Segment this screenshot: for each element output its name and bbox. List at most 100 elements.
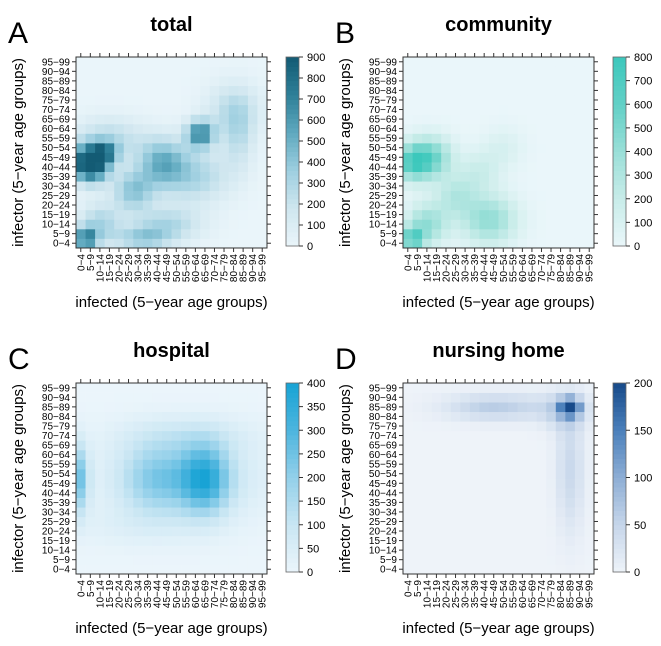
colorbar-step xyxy=(286,501,299,507)
colorbar-step xyxy=(286,406,299,412)
heatmap-cell xyxy=(200,421,211,432)
heatmap-cell xyxy=(171,104,182,115)
heatmap-cell xyxy=(479,545,490,556)
heatmap-cell xyxy=(431,219,442,230)
colorbar-step xyxy=(286,108,299,115)
heatmap-cell xyxy=(85,430,96,441)
heatmap-cell xyxy=(181,162,191,172)
colorbar-step xyxy=(286,463,299,469)
heatmap-cell xyxy=(488,200,499,211)
heatmap-cell xyxy=(498,181,509,192)
colorbar-tick-label: 0 xyxy=(634,567,640,579)
heatmap-cell xyxy=(508,76,518,87)
colorbar-step xyxy=(286,132,299,138)
heatmap-cell xyxy=(460,430,471,441)
heatmap-cell xyxy=(142,554,153,565)
heatmap-cell xyxy=(584,526,595,537)
heatmap-cell xyxy=(555,219,566,230)
heatmap-cell xyxy=(190,85,201,96)
heatmap-cell xyxy=(469,133,480,144)
heatmap-cell xyxy=(508,449,518,460)
heatmap-cell xyxy=(257,219,268,230)
heatmap-cell xyxy=(104,459,115,470)
heatmap-cell xyxy=(536,468,547,479)
heatmap-cell xyxy=(469,171,480,182)
colorbar-step xyxy=(286,491,299,497)
heatmap-cell xyxy=(403,190,413,201)
heatmap-cell xyxy=(412,383,423,393)
heatmap-cell xyxy=(450,478,461,489)
x-tick-label: 65−69 xyxy=(527,580,538,609)
heatmap-cell xyxy=(460,57,471,67)
heatmap-cell xyxy=(460,516,471,527)
heatmap-cell xyxy=(460,133,471,144)
heatmap-cell xyxy=(469,421,480,432)
heatmap-cell xyxy=(450,238,461,249)
heatmap-cell xyxy=(479,190,490,201)
heatmap-cell xyxy=(171,152,182,163)
heatmap-cell xyxy=(460,383,471,393)
x-tick-label: 25−29 xyxy=(451,580,462,609)
heatmap-cell xyxy=(123,468,134,479)
y-tick-label: 45−49 xyxy=(42,479,71,490)
heatmap-cell xyxy=(584,200,595,211)
heatmap-cell xyxy=(574,123,585,134)
heatmap-cell xyxy=(257,85,268,96)
heatmap-cell xyxy=(190,545,201,556)
y-tick-label: 20−24 xyxy=(42,201,71,212)
heatmap-cell xyxy=(460,459,471,470)
heatmap-cell xyxy=(200,507,211,518)
heatmap-cell xyxy=(508,181,518,192)
heatmap-cell xyxy=(536,85,547,96)
heatmap-cell xyxy=(123,507,134,518)
heatmap-cell xyxy=(200,238,211,249)
y-tick-label: 30−34 xyxy=(369,181,398,192)
heatmap-cell xyxy=(104,95,115,106)
heatmap-cell xyxy=(181,516,191,527)
heatmap-cell xyxy=(422,440,433,451)
colorbar-step xyxy=(286,562,299,568)
heatmap-cell xyxy=(517,133,528,144)
colorbar-step xyxy=(613,212,626,219)
heatmap-cell xyxy=(104,171,115,182)
x-tick-label: 20−24 xyxy=(441,254,452,283)
colorbar-step xyxy=(286,99,299,105)
heatmap-cell xyxy=(441,392,452,403)
heatmap-cell xyxy=(403,411,413,422)
heatmap-cell xyxy=(460,228,471,239)
y-tick-label: 10−14 xyxy=(42,546,71,557)
heatmap-cell xyxy=(95,459,106,470)
heatmap-cell xyxy=(142,181,153,192)
x-tick-label: 45−49 xyxy=(489,254,500,283)
heatmap-cell xyxy=(527,564,538,575)
heatmap-cell xyxy=(200,142,211,153)
heatmap-cell xyxy=(152,104,163,115)
heatmap-cell xyxy=(517,383,528,393)
heatmap-cell xyxy=(488,162,499,172)
colorbar-step xyxy=(286,477,299,483)
heatmap-cell xyxy=(228,66,239,77)
heatmap-cell xyxy=(76,152,86,163)
y-tick-label: 50−54 xyxy=(42,469,71,480)
heatmap-cell xyxy=(469,181,480,192)
colorbar-step xyxy=(286,482,299,488)
heatmap-cell xyxy=(460,114,471,125)
heatmap-cell xyxy=(508,488,518,498)
heatmap-cell xyxy=(200,564,211,575)
heatmap-cell xyxy=(219,430,230,441)
heatmap-cell xyxy=(584,430,595,441)
heatmap-cell xyxy=(219,402,230,413)
heatmap-cell xyxy=(431,411,442,422)
heatmap-cell xyxy=(527,535,538,546)
heatmap-cell xyxy=(479,383,490,393)
x-tick-label: 75−79 xyxy=(547,580,558,609)
heatmap-cell xyxy=(536,209,547,220)
heatmap-cell xyxy=(422,171,433,182)
heatmap-cell xyxy=(123,228,134,239)
heatmap-cell xyxy=(441,142,452,153)
y-tick-label: 40−44 xyxy=(369,162,398,173)
heatmap-cell xyxy=(546,200,557,211)
x-tick-label: 5−9 xyxy=(413,254,424,271)
colorbar-step xyxy=(613,510,626,516)
